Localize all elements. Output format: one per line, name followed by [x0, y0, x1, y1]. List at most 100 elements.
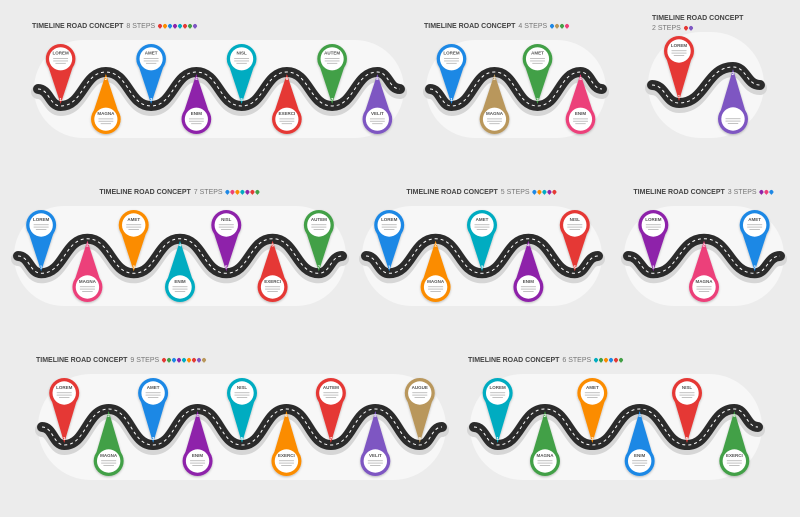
timeline-pin: LOREM 1	[45, 44, 76, 104]
pin-tail	[666, 59, 692, 101]
pin-label: LOREM	[671, 43, 688, 48]
pin-text-placeholder	[33, 224, 49, 226]
pin-tail	[742, 233, 767, 272]
pin-step-number: 1	[678, 94, 681, 99]
pin-text-placeholder	[53, 60, 69, 62]
pin-step-number: 7	[330, 436, 333, 441]
road-lane-marking	[17, 238, 343, 274]
pin-step-number: 1	[496, 436, 499, 441]
pin-text-placeholder	[126, 224, 142, 226]
pin-text-placeholder	[671, 52, 687, 54]
pin-text-placeholder	[98, 120, 114, 122]
panel-title: TIMELINE ROAD CONCEPT 6 STEPS	[468, 356, 625, 365]
timeline-pin: NISL 5	[226, 44, 257, 104]
pin-text-placeholder	[474, 226, 490, 228]
pin-text-placeholder	[428, 288, 444, 290]
panel-4-steps: TIMELINE ROAD CONCEPT 4 STEPS LOREM 1 MAGNA 2…	[422, 22, 610, 142]
timeline-pin: EXERCI 6	[271, 411, 302, 476]
pin-text-placeholder	[492, 397, 503, 398]
pin-tail	[407, 401, 433, 443]
pin-step-number: 1	[63, 436, 66, 441]
pin-text-placeholder	[311, 224, 327, 226]
pin-tail	[140, 401, 166, 443]
pin-text-placeholder	[537, 460, 553, 462]
pin-text-placeholder	[82, 291, 93, 292]
pin-label: AMET	[127, 217, 140, 222]
panel-9-steps: TIMELINE ROAD CONCEPT 9 STEPS LOREM 1 MAGNA 2…	[34, 356, 450, 484]
pin-text-placeholder	[190, 460, 206, 462]
road-lane-marking	[365, 238, 599, 274]
pin-step-number: 7	[318, 264, 321, 269]
pin-step-number: 1	[652, 264, 655, 269]
panel-steps-label: 7 STEPS	[194, 189, 261, 196]
pin-text-placeholder	[381, 226, 397, 228]
pin-text-placeholder	[191, 123, 202, 125]
pin-tail	[562, 233, 588, 272]
pin-tail	[363, 411, 388, 453]
pin-label: AUTEM	[311, 217, 327, 222]
pin-text-placeholder	[221, 229, 232, 230]
pin-text-placeholder	[278, 462, 294, 464]
pin-label: MAGNA	[97, 111, 115, 116]
pin-step-number: 2	[703, 243, 706, 248]
pin-tail	[691, 240, 717, 279]
pin-text-placeholder	[234, 58, 250, 59]
pin-text-placeholder	[192, 465, 203, 466]
pin-tail	[376, 233, 402, 272]
timeline-pin: MAGNA 2	[93, 411, 124, 476]
pin-step-number: 5	[225, 264, 228, 269]
pin-step-number: 5	[241, 436, 244, 441]
pin-label: ENIM	[192, 453, 204, 458]
pin-step-number: 4	[638, 413, 641, 418]
panel-title: TIMELINE ROAD CONCEPT 4 STEPS	[424, 22, 571, 31]
pin-label: AUTEM	[324, 51, 340, 56]
panel-steps-label: 4 STEPS	[518, 23, 571, 30]
pin-text-placeholder	[681, 397, 693, 398]
pin-text-placeholder	[537, 462, 553, 464]
pin-text-placeholder	[279, 120, 295, 122]
pin-text-placeholder	[428, 286, 444, 288]
pin-text-placeholder	[58, 397, 70, 398]
timeline-pin: NISL 5	[672, 378, 702, 443]
pin-text-placeholder	[143, 58, 159, 59]
panel-title: TIMELINE ROAD CONCEPT 5 STEPS	[406, 188, 558, 197]
pin-step-number: 1	[450, 97, 453, 102]
pin-tail	[482, 74, 507, 111]
pin-text-placeholder	[128, 229, 139, 230]
road-timeline-graphic: LOREM 1 MAGNA 2 AMET 3 ENIM 4	[423, 40, 609, 138]
pin-label: ENIM	[634, 453, 646, 458]
panel-steps-label: 2 STEPS	[652, 24, 743, 33]
pin-label: VELIT	[371, 111, 384, 116]
pin-text-placeholder	[696, 288, 712, 290]
pin-step-number: 6	[733, 413, 736, 418]
pin-label: AMET	[147, 385, 160, 390]
pin-step-number: 3	[481, 264, 484, 269]
pin-tail	[51, 401, 77, 443]
pin-tail	[525, 67, 550, 104]
pin-text-placeholder	[324, 58, 340, 59]
panel-6-steps: TIMELINE ROAD CONCEPT 6 STEPS LOREM 1 MAGNA 2…	[466, 356, 766, 484]
pin-text-placeholder	[474, 224, 490, 226]
panel-title-text: TIMELINE ROAD CONCEPT	[32, 23, 124, 30]
pin-text-placeholder	[587, 397, 598, 398]
pin-text-placeholder	[569, 229, 581, 230]
pin-label: AMET	[476, 217, 489, 222]
pin-text-placeholder	[190, 462, 206, 464]
pin-text-placeholder	[218, 226, 234, 228]
pin-step-number: 2	[544, 413, 547, 418]
pin-label: LOREM	[53, 51, 70, 56]
panel-title-text: TIMELINE ROAD CONCEPT	[406, 189, 498, 196]
pin-text-placeholder	[143, 60, 159, 62]
pin-text-placeholder	[323, 394, 339, 396]
pin-text-placeholder	[725, 118, 741, 120]
pin-text-placeholder	[279, 118, 295, 120]
pin-tail	[423, 240, 448, 279]
pin-label: VELIT	[369, 453, 382, 458]
pin-text-placeholder	[414, 397, 426, 398]
pin-text-placeholder	[56, 392, 72, 394]
timeline-pin: AUGUE 9	[404, 378, 435, 443]
pin-text-placeholder	[520, 286, 536, 288]
pin-step-number: 6	[271, 243, 274, 248]
pin-text-placeholder	[172, 286, 188, 288]
timeline-pin: ENIM 4	[165, 240, 195, 302]
